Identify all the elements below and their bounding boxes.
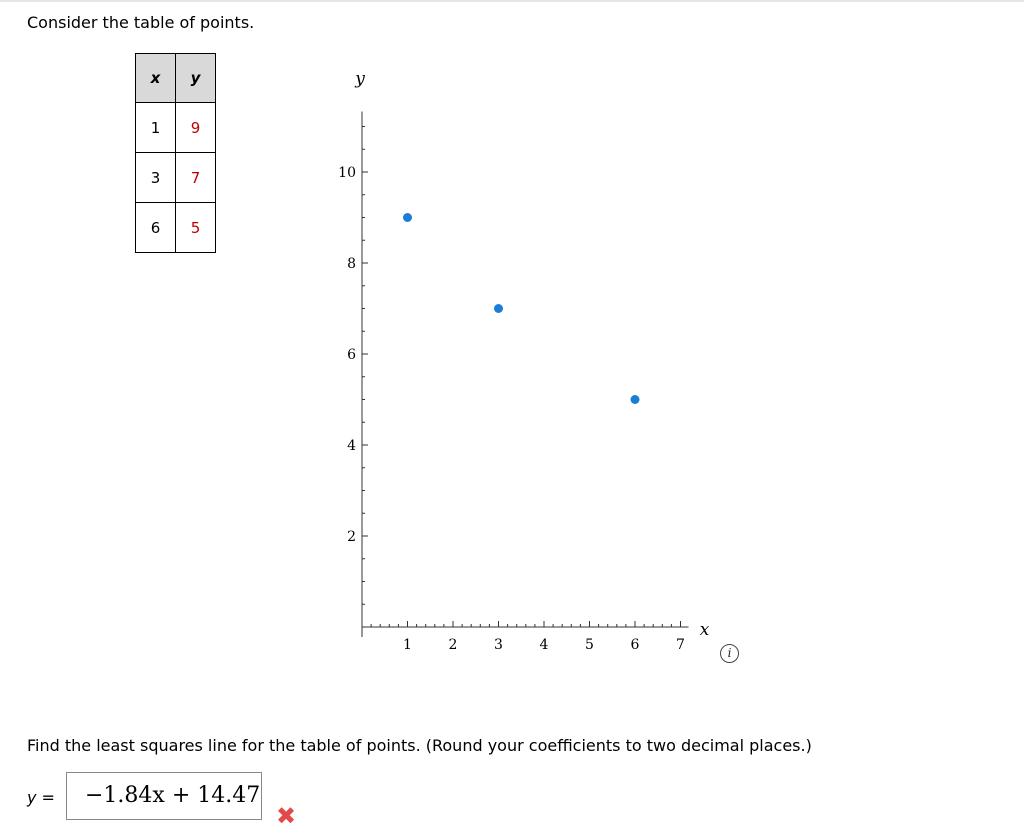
x-axis-label: x <box>700 620 710 640</box>
y-axis-label: y <box>354 69 365 89</box>
x-tick-label: 4 <box>540 637 549 653</box>
points-table: x y 1 9 3 7 6 5 <box>135 53 216 253</box>
prompt-text: Consider the table of points. <box>27 13 255 32</box>
data-point <box>630 395 640 404</box>
data-point <box>494 304 503 313</box>
cell-y: 9 <box>175 102 216 153</box>
cell-x: 1 <box>135 102 176 153</box>
top-divider <box>0 0 1024 2</box>
y-tick-label: 8 <box>347 256 356 272</box>
table-row: 6 5 <box>135 202 216 253</box>
x-tick-label: 3 <box>494 637 503 653</box>
answer-label: y = <box>27 788 55 807</box>
table-row: 1 9 <box>135 102 216 153</box>
cell-x: 6 <box>135 202 176 253</box>
y-tick-label: 10 <box>338 165 356 181</box>
info-icon[interactable]: i <box>720 644 739 663</box>
y-tick-label: 2 <box>347 529 356 545</box>
cell-y: 7 <box>175 152 216 203</box>
x-tick-label: 6 <box>631 637 640 653</box>
x-tick-label: 2 <box>449 637 458 653</box>
scatter-plot: 1 2 3 4 5 6 7 2 4 6 8 10 x y <box>338 69 710 653</box>
x-tick-label: 5 <box>585 637 594 653</box>
x-tick-label: 1 <box>403 637 412 653</box>
table-header-row: x y <box>135 53 216 103</box>
cell-y: 5 <box>175 202 216 253</box>
cell-x: 3 <box>135 152 176 203</box>
table-row: 3 7 <box>135 152 216 203</box>
data-point <box>403 213 412 222</box>
header-x: x <box>135 53 176 103</box>
question-text: Find the least squares line for the tabl… <box>27 736 812 755</box>
red-x-icon: ✖ <box>275 802 297 830</box>
answer-input[interactable]: −1.84x + 14.47 <box>66 772 262 820</box>
x-tick-label: 7 <box>676 637 685 653</box>
y-tick-label: 6 <box>347 347 356 363</box>
header-y: y <box>175 53 216 103</box>
y-tick-label: 4 <box>347 438 356 454</box>
